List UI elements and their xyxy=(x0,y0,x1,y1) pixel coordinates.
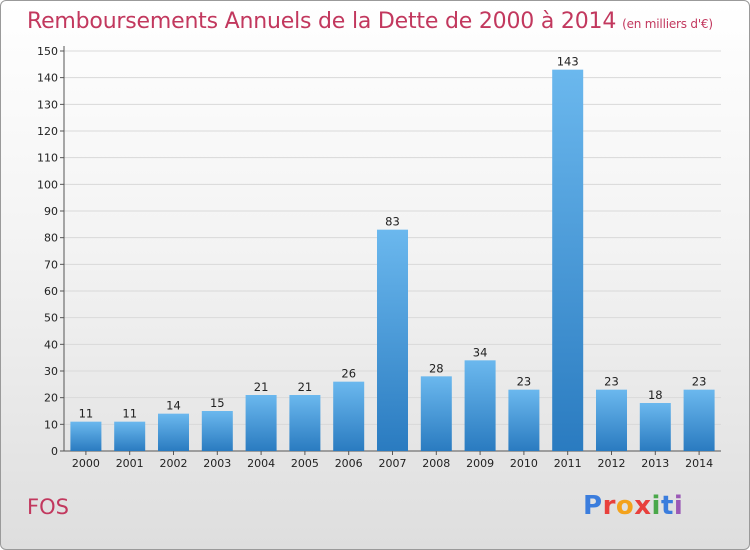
y-tick-label: 30 xyxy=(44,365,58,378)
logo-letter: r xyxy=(602,491,616,521)
y-tick-label: 80 xyxy=(44,232,58,245)
logo-letter: x xyxy=(634,491,652,521)
y-tick-label: 120 xyxy=(37,125,58,138)
bar xyxy=(596,389,627,451)
logo-letter: t xyxy=(660,491,674,521)
y-tick-label: 10 xyxy=(44,418,58,431)
logo-letter: o xyxy=(615,491,635,521)
x-tick-label: 2011 xyxy=(554,457,582,470)
y-tick-label: 60 xyxy=(44,285,58,298)
x-tick-label: 2002 xyxy=(160,457,188,470)
logo-letter: i xyxy=(673,491,684,521)
proxiti-logo: Proxiti xyxy=(583,491,683,521)
x-tick-label: 2004 xyxy=(247,457,275,470)
bar-value-label: 26 xyxy=(341,367,356,381)
x-tick-label: 2010 xyxy=(510,457,538,470)
y-tick-label: 0 xyxy=(51,445,58,458)
bar-value-label: 15 xyxy=(210,396,225,410)
y-tick-label: 140 xyxy=(37,72,58,85)
place-name: FOS xyxy=(27,495,69,519)
y-tick-label: 20 xyxy=(44,392,58,405)
x-tick-label: 2005 xyxy=(291,457,319,470)
bar xyxy=(201,411,233,451)
bar xyxy=(683,389,715,451)
bar-value-label: 21 xyxy=(254,380,269,394)
bar xyxy=(114,421,146,451)
x-tick-label: 2006 xyxy=(335,457,363,470)
x-tick-label: 2000 xyxy=(72,457,100,470)
y-tick-label: 50 xyxy=(44,312,58,325)
bar-value-label: 23 xyxy=(517,375,532,389)
x-tick-label: 2001 xyxy=(116,457,144,470)
logo-letter: P xyxy=(583,491,603,521)
bar-value-label: 143 xyxy=(557,55,579,69)
bar xyxy=(245,395,277,451)
y-tick-label: 90 xyxy=(44,205,58,218)
bar-value-label: 34 xyxy=(473,345,488,359)
x-tick-label: 2013 xyxy=(641,457,669,470)
bar-value-label: 23 xyxy=(604,375,619,389)
y-tick-label: 150 xyxy=(37,45,58,58)
bar-value-label: 14 xyxy=(166,399,181,413)
bar xyxy=(70,421,102,451)
bar-value-label: 11 xyxy=(122,407,137,421)
y-tick-label: 100 xyxy=(37,178,58,191)
x-tick-label: 2008 xyxy=(422,457,450,470)
bar-value-label: 18 xyxy=(648,388,663,402)
bar-value-label: 11 xyxy=(79,407,94,421)
bar xyxy=(289,395,321,451)
x-tick-label: 2003 xyxy=(203,457,231,470)
bar-value-label: 21 xyxy=(298,380,313,394)
bar xyxy=(377,229,408,451)
y-tick-label: 40 xyxy=(44,338,58,351)
bar-value-label: 23 xyxy=(692,375,707,389)
x-tick-label: 2009 xyxy=(466,457,494,470)
chart-title: Remboursements Annuels de la Dette de 20… xyxy=(27,9,713,34)
bar xyxy=(639,403,671,451)
bar-value-label: 83 xyxy=(385,215,400,229)
y-tick-label: 130 xyxy=(37,98,58,111)
bar xyxy=(464,360,496,451)
bar xyxy=(508,389,540,451)
bar xyxy=(333,381,365,451)
logo-letter: i xyxy=(651,491,661,521)
y-tick-label: 70 xyxy=(44,258,58,271)
y-tick-label: 110 xyxy=(37,152,58,165)
bar xyxy=(552,69,584,452)
bar-value-label: 28 xyxy=(429,361,444,375)
x-tick-label: 2014 xyxy=(685,457,713,470)
x-tick-label: 2012 xyxy=(598,457,626,470)
bar xyxy=(420,376,452,451)
x-tick-label: 2007 xyxy=(379,457,407,470)
chart-subtitle: (en milliers d'€) xyxy=(622,17,713,31)
bar xyxy=(158,413,189,451)
